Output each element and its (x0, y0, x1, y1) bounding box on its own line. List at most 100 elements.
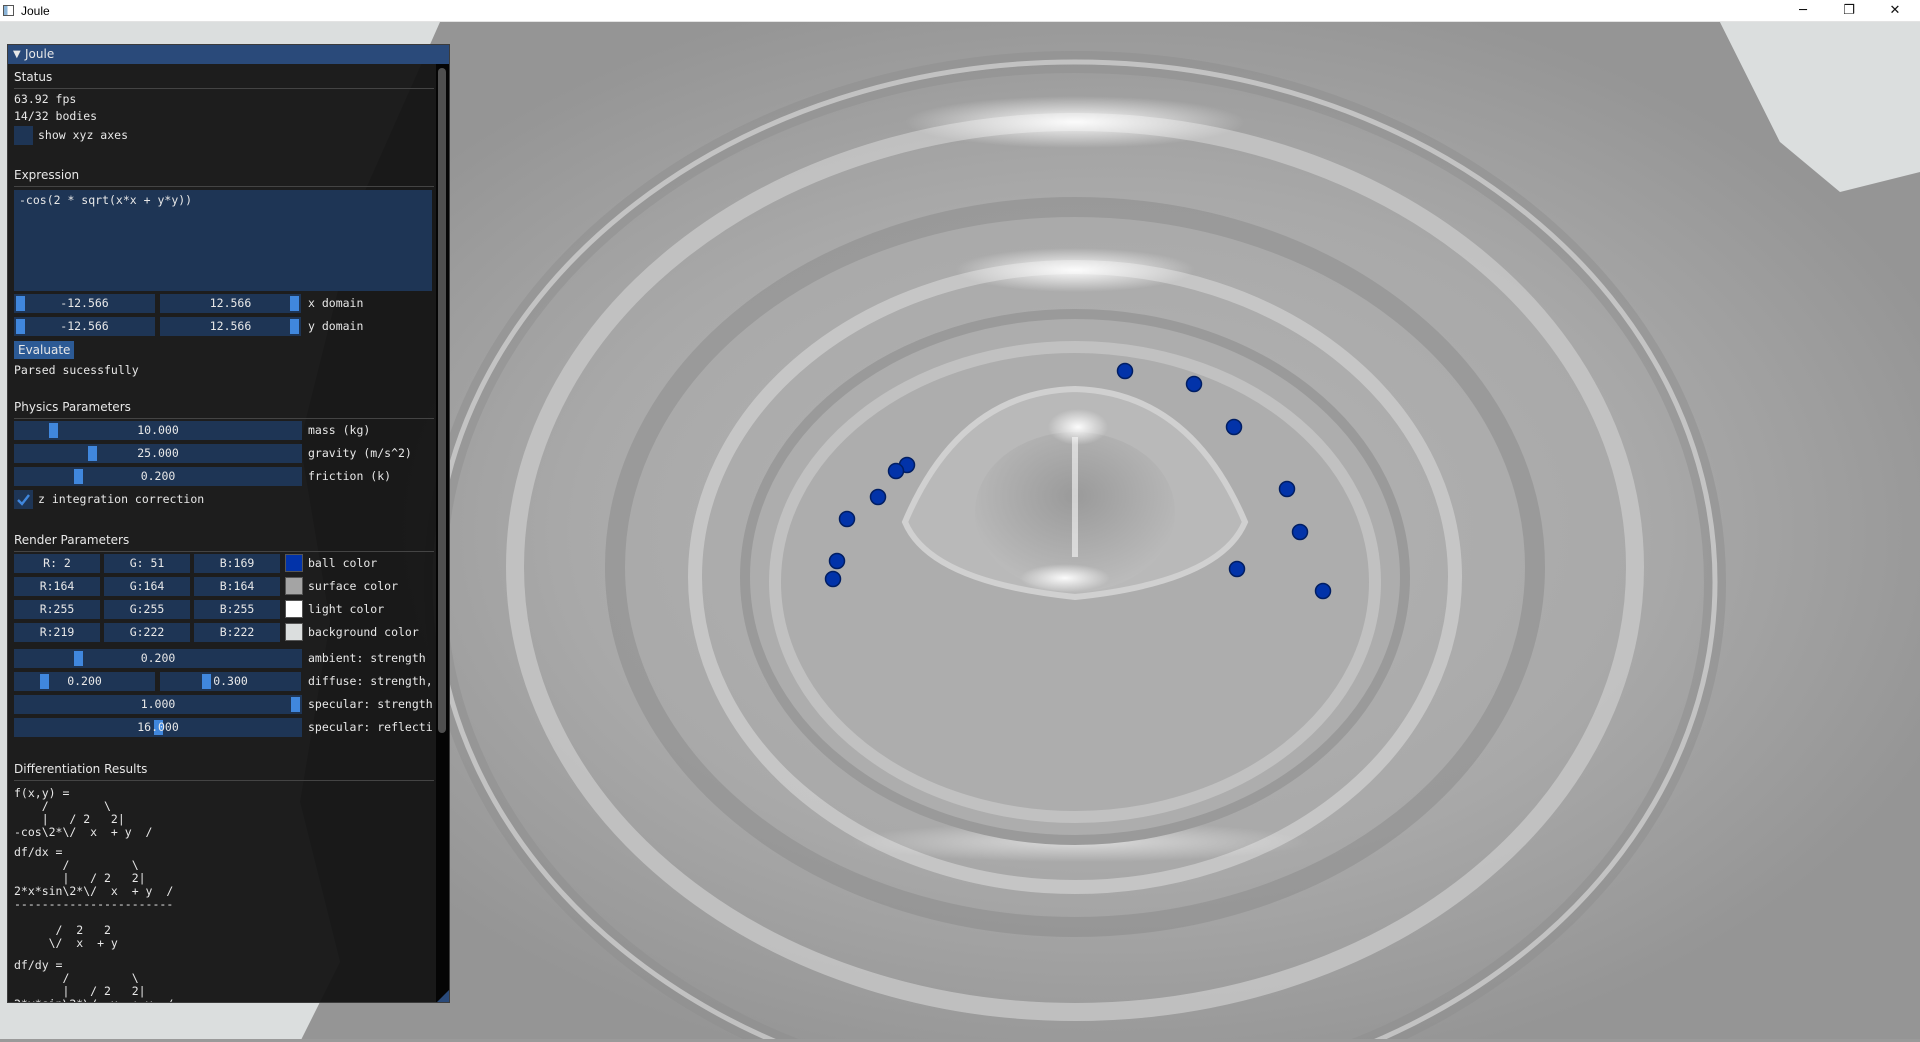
ambient-slider[interactable]: 0.200 (14, 649, 302, 668)
slider-grab[interactable] (290, 319, 299, 334)
panel-scrollbar[interactable] (436, 64, 449, 1002)
checkmark-icon (17, 494, 30, 506)
resize-grip[interactable] (437, 990, 449, 1002)
ball-color-swatch[interactable] (285, 554, 303, 572)
background-color-b[interactable]: B:222 (194, 623, 280, 642)
light-color-label: light color (308, 602, 385, 616)
ball (1185, 375, 1203, 393)
surface-viewport[interactable] (0, 22, 1920, 1042)
mass-value: 10.000 (137, 423, 179, 437)
gravity-label: gravity (m/s^2) (308, 446, 412, 460)
background-color-swatch[interactable] (285, 623, 303, 641)
slider-grab[interactable] (202, 674, 211, 689)
mass-slider[interactable]: 10.000 (14, 421, 302, 440)
scrollbar-thumb[interactable] (438, 68, 446, 733)
gravity-value: 25.000 (137, 446, 179, 460)
separator (14, 780, 434, 781)
ball (1228, 560, 1246, 578)
fxy-label: f(x,y) = (14, 786, 70, 800)
separator (14, 418, 434, 419)
x-domain-max-value: 12.566 (209, 296, 252, 310)
surface-color-g[interactable]: G:164 (104, 577, 190, 596)
slider-grab[interactable] (153, 720, 163, 735)
ball (838, 510, 856, 528)
specular-strength-label: specular: strength (308, 697, 433, 711)
x-domain-min-slider[interactable]: -12.566 (14, 294, 155, 313)
fps-text: 63.92 fps (14, 92, 77, 106)
maximize-button[interactable]: ❐ (1843, 3, 1855, 18)
x-domain-label: x domain (308, 296, 364, 310)
specular-strength-value: 1.000 (140, 697, 176, 711)
joule-control-panel[interactable]: ▼ Joule Status 63.92 fps 14/32 bodies sh… (7, 44, 450, 1003)
friction-value: 0.200 (140, 469, 176, 483)
specular-reflect-slider[interactable]: 16.000 (14, 718, 302, 737)
gravity-slider[interactable]: 25.000 (14, 444, 302, 463)
ball (869, 488, 887, 506)
close-button[interactable]: ✕ (1889, 3, 1901, 18)
y-domain-min-value: -12.566 (60, 319, 109, 333)
expression-heading: Expression (14, 168, 80, 182)
background-color-g[interactable]: G:222 (104, 623, 190, 642)
ball-color-r[interactable]: R: 2 (14, 554, 100, 573)
ball-color-b[interactable]: B:169 (194, 554, 280, 573)
collapse-triangle-icon[interactable]: ▼ (13, 49, 21, 60)
slider-grab[interactable] (49, 423, 58, 438)
surface-color-b[interactable]: B:164 (194, 577, 280, 596)
mass-label: mass (kg) (308, 423, 371, 437)
slider-grab[interactable] (16, 319, 25, 334)
ball (1314, 582, 1332, 600)
diffuse-strength-value: 0.200 (67, 674, 102, 688)
slider-grab[interactable] (87, 446, 97, 461)
ball (1116, 362, 1134, 380)
differentiation-heading: Differentiation Results (14, 762, 148, 776)
friction-slider[interactable]: 0.200 (14, 467, 302, 486)
show-axes-checkbox[interactable] (14, 126, 33, 145)
panel-header[interactable]: ▼ Joule (8, 45, 449, 64)
app-icon (3, 5, 14, 16)
y-domain-label: y domain (308, 319, 364, 333)
light-color-swatch[interactable] (285, 600, 303, 618)
fxy-expression: / \ | / 2 2| -cos\2*\/ x + y / (14, 799, 153, 839)
y-domain-max-slider[interactable]: 12.566 (160, 317, 301, 336)
slider-grab[interactable] (16, 296, 25, 311)
background-color-r[interactable]: R:219 (14, 623, 100, 642)
surface-color-r[interactable]: R:164 (14, 577, 100, 596)
diffuse-other-value: 0.300 (213, 674, 248, 688)
light-color-r[interactable]: R:255 (14, 600, 100, 619)
ball (824, 570, 842, 588)
ambient-label: ambient: strength (308, 651, 426, 665)
y-domain-min-slider[interactable]: -12.566 (14, 317, 155, 336)
slider-grab[interactable] (40, 674, 49, 689)
surface-render (300, 22, 1920, 1042)
ball (1225, 418, 1243, 436)
render-heading: Render Parameters (14, 533, 130, 547)
light-color-b[interactable]: B:255 (194, 600, 280, 619)
status-heading: Status (14, 70, 53, 84)
surface-color-label: surface color (308, 579, 399, 593)
slider-grab[interactable] (291, 697, 300, 712)
light-color-g[interactable]: G:255 (104, 600, 190, 619)
physics-heading: Physics Parameters (14, 400, 131, 414)
z-correction-checkbox[interactable] (14, 490, 33, 509)
specular-strength-slider[interactable]: 1.000 (14, 695, 302, 714)
panel-title: Joule (25, 47, 55, 61)
separator (14, 551, 434, 552)
window-title: Joule (21, 4, 50, 18)
minimize-button[interactable]: ─ (1799, 3, 1807, 18)
slider-grab[interactable] (290, 296, 299, 311)
dfdx-label: df/dx = (14, 845, 63, 859)
separator (14, 186, 434, 187)
slider-grab[interactable] (73, 469, 83, 484)
x-domain-max-slider[interactable]: 12.566 (160, 294, 301, 313)
dfdx-expression: / \ | / 2 2| 2*x*sin\2*\/ x + y / ------… (14, 858, 174, 950)
diffuse-other-slider[interactable]: 0.300 (160, 672, 301, 691)
surface-color-swatch[interactable] (285, 577, 303, 595)
ball-color-g[interactable]: G: 51 (104, 554, 190, 573)
slider-grab[interactable] (73, 651, 83, 666)
expression-input[interactable]: -cos(2 * sqrt(x*x + y*y)) (14, 190, 432, 291)
evaluate-button[interactable]: Evaluate (14, 341, 75, 359)
y-domain-max-value: 12.566 (209, 319, 252, 333)
diffuse-strength-slider[interactable]: 0.200 (14, 672, 155, 691)
specular-reflect-value: 16.000 (137, 720, 179, 734)
background-color-label: background color (308, 625, 419, 639)
